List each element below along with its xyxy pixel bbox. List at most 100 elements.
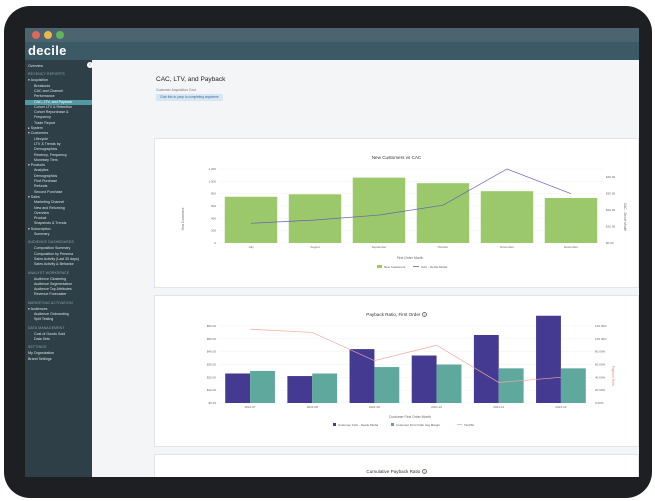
sidebar-item[interactable]: My Organization: [28, 351, 55, 356]
sidebar-item[interactable]: Sales Activity & Behavior: [34, 262, 74, 267]
sidebar-item[interactable]: New and Returning: [34, 205, 65, 210]
sidebar-nav: ‹ Overview RECENCY REPORTS ▾ Acquisition Br…: [25, 60, 92, 477]
sidebar-item[interactable]: First Purchase: [34, 179, 58, 183]
sidebar-item[interactable]: Performance: [34, 94, 55, 99]
sidebar-item[interactable]: ▾ Audiences: [28, 306, 48, 311]
y-axis-label-right: CAC - Decile Model: [623, 203, 627, 231]
close-window-icon[interactable]: [32, 31, 40, 39]
minimize-window-icon[interactable]: [44, 31, 52, 39]
sidebar-item[interactable]: Frequency: [34, 115, 51, 120]
cac-line[interactable]: [250, 168, 572, 224]
table-title-text: Cumulative Payback Ratio: [366, 469, 421, 474]
new-customers-vs-cac-card: New Customers vs CAC 0 200 400 600 800 1,000 1…: [154, 138, 639, 288]
window-titlebar: [25, 28, 639, 42]
bar-first-order-margin[interactable]: [250, 370, 275, 403]
sidebar-item[interactable]: ▾ Acquisition: [28, 78, 48, 83]
sidebar-item[interactable]: Audience Onboarding: [34, 312, 69, 316]
legend-label: Customer First Order Avg Margin: [396, 423, 440, 427]
sidebar-item[interactable]: ▸ System: [28, 126, 43, 130]
x-tick-label: August: [310, 245, 320, 249]
sidebar-item[interactable]: Sales Activity (Last 30 days): [34, 256, 79, 261]
x-tick-label: 2021-09: [369, 405, 380, 409]
sidebar-item[interactable]: Audience Clustering: [34, 276, 67, 281]
sidebar-item[interactable]: Marketing Channel: [34, 200, 65, 205]
sidebar-item[interactable]: Split Testing: [34, 317, 54, 322]
bar-new-customers[interactable]: [224, 196, 278, 243]
bar-first-order-margin[interactable]: [560, 368, 586, 403]
bar-customer-cac[interactable]: [349, 349, 375, 403]
sidebar-item[interactable]: CAC, LTV, and Payback: [25, 99, 92, 105]
bar-first-order-margin[interactable]: [498, 368, 524, 403]
sidebar-item[interactable]: Product: [34, 216, 47, 221]
sidebar-item[interactable]: Revenue Forecaster: [34, 292, 67, 297]
sidebar-item[interactable]: Demographics: [34, 173, 58, 178]
y-tick-label: $10.00: [207, 388, 217, 392]
bar-customer-cac[interactable]: [411, 355, 437, 403]
sidebar-item[interactable]: Brand Settings: [28, 356, 52, 361]
x-tick-label: October: [438, 245, 449, 249]
y2-tick-label: $10.00: [606, 225, 616, 229]
sidebar-section-heading: AUDIENCE DASHBOARDS: [28, 240, 75, 245]
y2-tick-label: 40.00%: [595, 375, 606, 379]
bar-customer-cac[interactable]: [287, 376, 313, 403]
payback-ratio-line[interactable]: [250, 328, 561, 383]
info-icon[interactable]: i: [421, 312, 427, 317]
info-icon[interactable]: i: [421, 469, 427, 474]
sidebar-item[interactable]: ▾ Customers: [28, 131, 49, 136]
bar-customer-cac[interactable]: [225, 373, 251, 403]
bar-first-order-margin[interactable]: [374, 367, 400, 403]
x-tick-label: 2021-10: [431, 405, 442, 409]
bar-customer-cac[interactable]: [473, 334, 499, 403]
sidebar-item[interactable]: Analytics: [34, 168, 49, 173]
sidebar-item[interactable]: ▾ Sales: [28, 194, 40, 199]
sidebar-item[interactable]: Trade Report: [34, 120, 56, 125]
sidebar-item[interactable]: Cohort LTV & Retention: [34, 104, 72, 109]
sidebar-item[interactable]: Composition Summary: [34, 246, 71, 251]
sidebar-item[interactable]: Monetary Tiers: [34, 157, 58, 162]
x-tick-label: September: [372, 245, 387, 249]
collapse-sidebar-icon[interactable]: ‹: [87, 62, 92, 68]
sidebar-item[interactable]: Cost of Goods Sold: [34, 331, 66, 336]
sidebar-item[interactable]: Cohort Repurchase &: [34, 110, 69, 115]
sidebar-item[interactable]: Composition by Persona: [34, 251, 74, 256]
y-tick-label: $30.00: [207, 363, 217, 367]
sidebar-item[interactable]: Summary: [34, 232, 50, 236]
app-header: decile: [25, 42, 639, 60]
sidebar-item[interactable]: CAC and Channel: [34, 88, 63, 93]
bar-new-customers[interactable]: [416, 183, 470, 243]
sidebar-item[interactable]: Snapshots & Trends: [34, 221, 67, 226]
chart-title: Cumulative Payback Ratio i: [155, 469, 638, 474]
sidebar-item[interactable]: ▾ Products: [28, 163, 45, 168]
sidebar-item[interactable]: Breakouts: [34, 83, 51, 88]
bar-customer-cac[interactable]: [536, 315, 561, 403]
jump-button[interactable]: Click this to jump to completing anywher…: [156, 94, 223, 101]
sidebar-item[interactable]: Second Purchase: [34, 189, 63, 194]
bar-first-order-margin[interactable]: [312, 373, 338, 403]
app-logo[interactable]: decile: [28, 43, 67, 58]
legend-label: CAC - Decile Model: [421, 265, 448, 269]
y-tick-label: 1,000: [208, 179, 216, 183]
sidebar-section-heading: SETTINGS: [28, 345, 47, 350]
sidebar-item[interactable]: Refunds: [34, 184, 48, 189]
sidebar-item[interactable]: Data Sets: [34, 336, 50, 341]
sidebar-item[interactable]: Lifecycle: [34, 136, 48, 141]
x-tick-label: 2021-11: [493, 405, 504, 409]
x-tick-label: 2021-07: [245, 405, 256, 409]
screen: decile ‹ Overview RECENCY REPORTS ▾ Acquis…: [25, 28, 639, 477]
bar-new-customers[interactable]: [480, 191, 534, 243]
sidebar-item[interactable]: Audience Segmentation: [34, 281, 73, 286]
sidebar-item[interactable]: LTV & Trends by: [34, 141, 61, 146]
y2-tick-label: 60.00%: [595, 363, 606, 367]
sidebar-item[interactable]: ▾ Subscription: [28, 226, 51, 231]
bar-new-customers[interactable]: [352, 177, 406, 243]
bar-first-order-margin[interactable]: [436, 364, 462, 404]
sidebar-item[interactable]: Recency, Frequency,: [34, 152, 68, 157]
chart-title: Payback Ratio, First Order i: [155, 312, 638, 317]
sidebar-item[interactable]: Audience Top Attributes: [34, 287, 72, 292]
bar-new-customers[interactable]: [544, 197, 598, 243]
sidebar-item[interactable]: Overview: [34, 210, 49, 215]
x-tick-label: July: [248, 245, 254, 249]
sidebar-item[interactable]: Overview: [28, 64, 43, 68]
maximize-window-icon[interactable]: [56, 31, 64, 39]
sidebar-item[interactable]: Demographics: [34, 147, 58, 152]
